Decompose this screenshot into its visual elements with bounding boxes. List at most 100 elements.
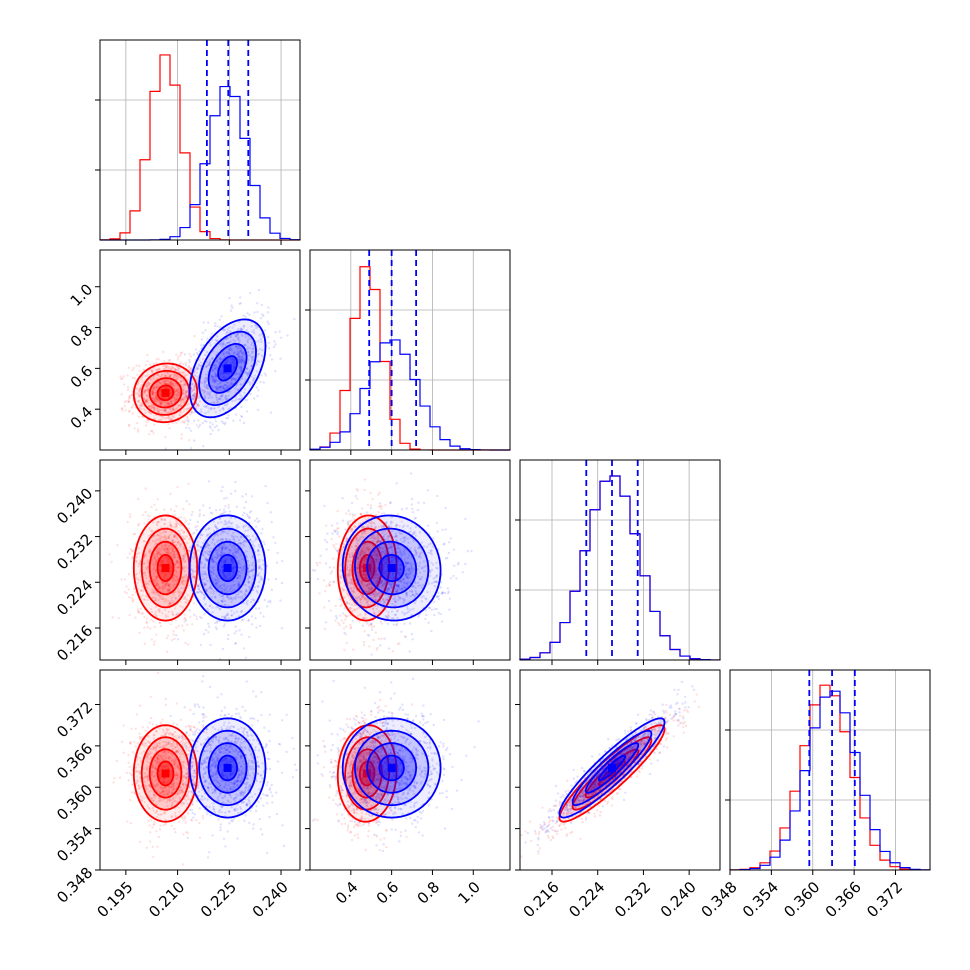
sample-point (193, 575, 197, 579)
sample-point (245, 540, 248, 543)
sample-point (177, 541, 180, 544)
sample-point (201, 570, 204, 573)
sample-point (230, 558, 234, 561)
sample-point (94, 387, 96, 389)
sample-point (261, 666, 263, 668)
sample-point (267, 347, 271, 350)
sample-point (232, 367, 235, 371)
sample-point (193, 552, 196, 556)
sample-point (199, 361, 203, 364)
sample-point (219, 385, 222, 389)
sample-point (215, 582, 218, 585)
sample-point (231, 306, 234, 309)
sample-point (231, 567, 234, 570)
sample-point (203, 419, 207, 422)
sample-point (147, 551, 151, 554)
sample-point (153, 557, 156, 561)
sample-point (163, 397, 166, 400)
sample-point (155, 385, 158, 389)
sample-point (171, 539, 174, 542)
sample-point (159, 563, 162, 566)
sample-point (223, 552, 226, 555)
sample-point (170, 380, 173, 383)
sample-point (190, 389, 193, 393)
sample-point (203, 389, 206, 393)
sample-point (177, 393, 181, 397)
sample-point (163, 530, 167, 533)
sample-point (181, 554, 185, 557)
sample-point (224, 603, 227, 606)
sample-point (138, 364, 141, 368)
sample-point (158, 564, 161, 568)
sample-point (211, 558, 214, 561)
sample-point (376, 541, 379, 544)
sample-point (158, 537, 161, 540)
sample-point (242, 566, 245, 570)
sample-point (180, 411, 183, 414)
sample-point (237, 570, 240, 573)
sample-point (161, 581, 165, 584)
sample-point (215, 574, 218, 577)
sample-point (215, 378, 218, 381)
sample-point (159, 586, 162, 589)
sample-point (185, 396, 188, 399)
sample-point (183, 537, 187, 540)
sample-point (156, 555, 159, 558)
sample-point (171, 407, 174, 410)
sample-point (205, 376, 208, 380)
sample-point (214, 322, 217, 325)
sample-point (192, 575, 195, 579)
sample-point (230, 558, 233, 562)
sample-point (182, 578, 185, 582)
sample-point (131, 393, 134, 397)
sample-point (186, 541, 189, 545)
sample-point (158, 418, 162, 422)
sample-point (173, 514, 177, 517)
sample-point (223, 403, 227, 407)
sample-point (243, 593, 247, 596)
sample-point (213, 324, 217, 328)
sample-point (211, 554, 214, 557)
sample-point (228, 538, 231, 541)
sample-point (199, 615, 202, 619)
sample-point (165, 556, 168, 559)
sample-point (213, 367, 217, 370)
sample-point (198, 350, 201, 353)
sample-point (353, 524, 357, 528)
sample-point (175, 559, 178, 563)
sample-point (175, 398, 179, 401)
sample-point (240, 590, 243, 593)
sample-point (172, 376, 175, 379)
sample-point (224, 614, 227, 618)
sample-point (242, 351, 245, 354)
sample-point (250, 623, 254, 626)
sample-point (217, 388, 220, 392)
sample-point (145, 554, 148, 558)
sample-point (227, 394, 230, 397)
sample-point (234, 387, 237, 390)
sample-point (131, 556, 134, 559)
sample-point (224, 575, 227, 578)
sample-point (160, 518, 164, 521)
sample-point (153, 640, 156, 643)
sample-point (186, 423, 190, 426)
sample-point (188, 537, 191, 540)
sample-point (131, 393, 134, 396)
sample-point (167, 373, 170, 376)
sample-point (206, 607, 209, 611)
sample-point (154, 394, 158, 397)
sample-point (181, 378, 185, 381)
sample-point (244, 540, 247, 543)
sample-point (251, 330, 254, 333)
sample-point (144, 582, 147, 586)
sample-point (164, 574, 168, 577)
sample-point (211, 375, 214, 379)
sample-point (255, 386, 259, 389)
sample-point (219, 569, 222, 572)
sample-point (174, 368, 178, 372)
sample-point (222, 573, 226, 577)
sample-point (173, 387, 176, 390)
sample-point (232, 561, 235, 564)
sample-point (236, 348, 239, 351)
sample-point (211, 512, 214, 515)
